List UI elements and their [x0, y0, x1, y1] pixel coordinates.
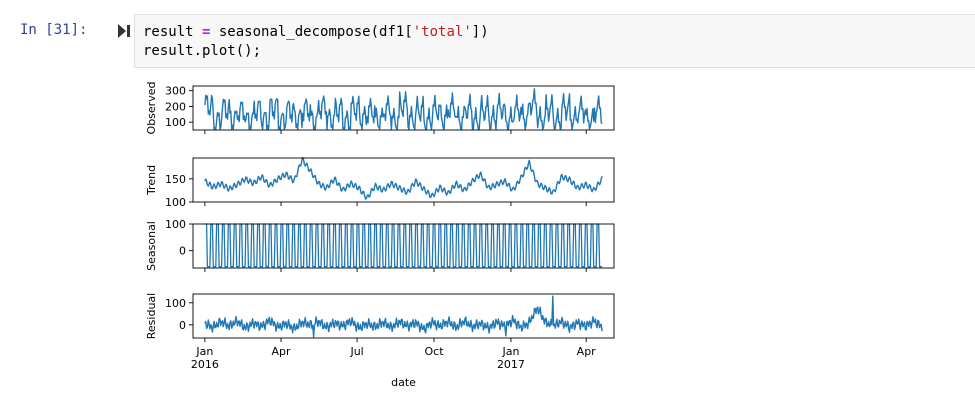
x-tick-label: Oct [425, 345, 445, 358]
y-tick-label: 150 [165, 173, 186, 186]
x-tick-label: Jul [349, 345, 363, 358]
input-prompt: In [31]: [20, 22, 88, 38]
x-tick-year-label: 2017 [497, 358, 525, 371]
series-line-observed [204, 88, 603, 130]
axes-frame-trend [192, 157, 615, 203]
code-editor[interactable]: result = seasonal_decompose(df1['total']… [143, 23, 489, 61]
y-tick-label: 100 [165, 116, 186, 129]
code-operator: = [202, 24, 211, 40]
y-axis-label: Trend [145, 165, 158, 196]
series-line-residual [204, 295, 603, 338]
series-line-trend [204, 156, 603, 200]
axes-frame-seasonal [192, 223, 615, 269]
y-tick-label: 0 [179, 319, 186, 332]
seasonal-decompose-figure: 100 200 300 Observed 100 150 Trend 0 100 Seasonal… [145, 82, 615, 389]
series-line-seasonal [204, 223, 603, 268]
y-tick-label: 100 [165, 196, 186, 209]
y-tick-label: 200 [165, 100, 186, 113]
code-cell-input[interactable]: result = seasonal_decompose(df1['total']… [134, 14, 975, 68]
y-tick-label: 300 [165, 85, 186, 98]
run-cell-icon[interactable] [117, 23, 131, 39]
x-axis-label: date [391, 376, 416, 389]
x-tick-label: Jan [195, 345, 213, 358]
x-tick-label: Jan [501, 345, 519, 358]
code-token: result [143, 24, 203, 40]
y-tick-label: 100 [165, 218, 186, 231]
code-token: ]) [471, 24, 489, 40]
code-token: seasonal_decompose(df1[ [210, 24, 413, 40]
code-string: 'total' [412, 24, 472, 40]
x-tick-label: Apr [577, 345, 597, 358]
y-axis-label: Observed [145, 82, 158, 135]
code-line-2: result.plot(); [143, 43, 262, 59]
cell-output: 100 200 300 Observed 100 150 Trend 0 100 Seasonal… [134, 74, 754, 394]
y-axis-label: Seasonal [145, 221, 158, 271]
x-tick-year-label: 2016 [191, 358, 219, 371]
y-axis-label: Residual [145, 293, 158, 339]
y-tick-label: 100 [165, 297, 186, 310]
axes-frame-observed [192, 85, 615, 131]
x-tick-label: Apr [271, 345, 291, 358]
y-tick-label: 0 [179, 245, 186, 258]
axes-frame-residual [192, 293, 615, 339]
